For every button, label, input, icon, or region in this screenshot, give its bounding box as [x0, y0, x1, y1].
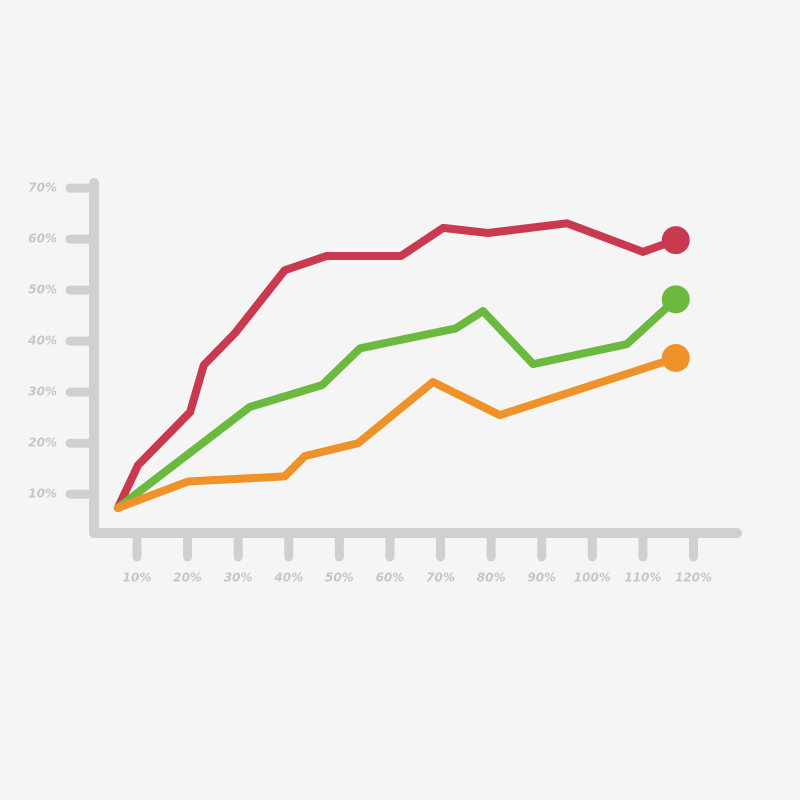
y-tick-label: 20%	[28, 436, 57, 450]
x-tick-label: 120%	[675, 571, 712, 585]
series-line	[113, 219, 680, 512]
x-tick-label: 70%	[426, 571, 455, 585]
y-tick-label: 60%	[28, 232, 57, 246]
series-line	[113, 354, 680, 512]
x-tick-label: 50%	[325, 571, 354, 585]
y-tick-label: 30%	[28, 385, 57, 399]
x-tick-label: 100%	[574, 571, 611, 585]
x-tick-label: 40%	[273, 571, 303, 585]
y-tick-label: 40%	[27, 334, 57, 348]
x-tick-label: 90%	[527, 571, 556, 585]
x-tick-label: 30%	[224, 571, 253, 585]
y-tick-label: 50%	[28, 283, 57, 297]
x-tick-label: 20%	[173, 571, 202, 585]
x-tick-label: 60%	[376, 571, 405, 585]
end-dot	[661, 285, 690, 314]
end-dot	[661, 344, 690, 372]
x-tick-label: 80%	[477, 571, 506, 585]
x-tick-label: 10%	[123, 571, 152, 585]
y-tick-label: 10%	[28, 487, 57, 501]
y-tick-label: 70%	[28, 181, 57, 195]
end-dot	[661, 226, 690, 255]
series-line	[113, 295, 680, 512]
x-tick-label: 110%	[624, 571, 661, 585]
